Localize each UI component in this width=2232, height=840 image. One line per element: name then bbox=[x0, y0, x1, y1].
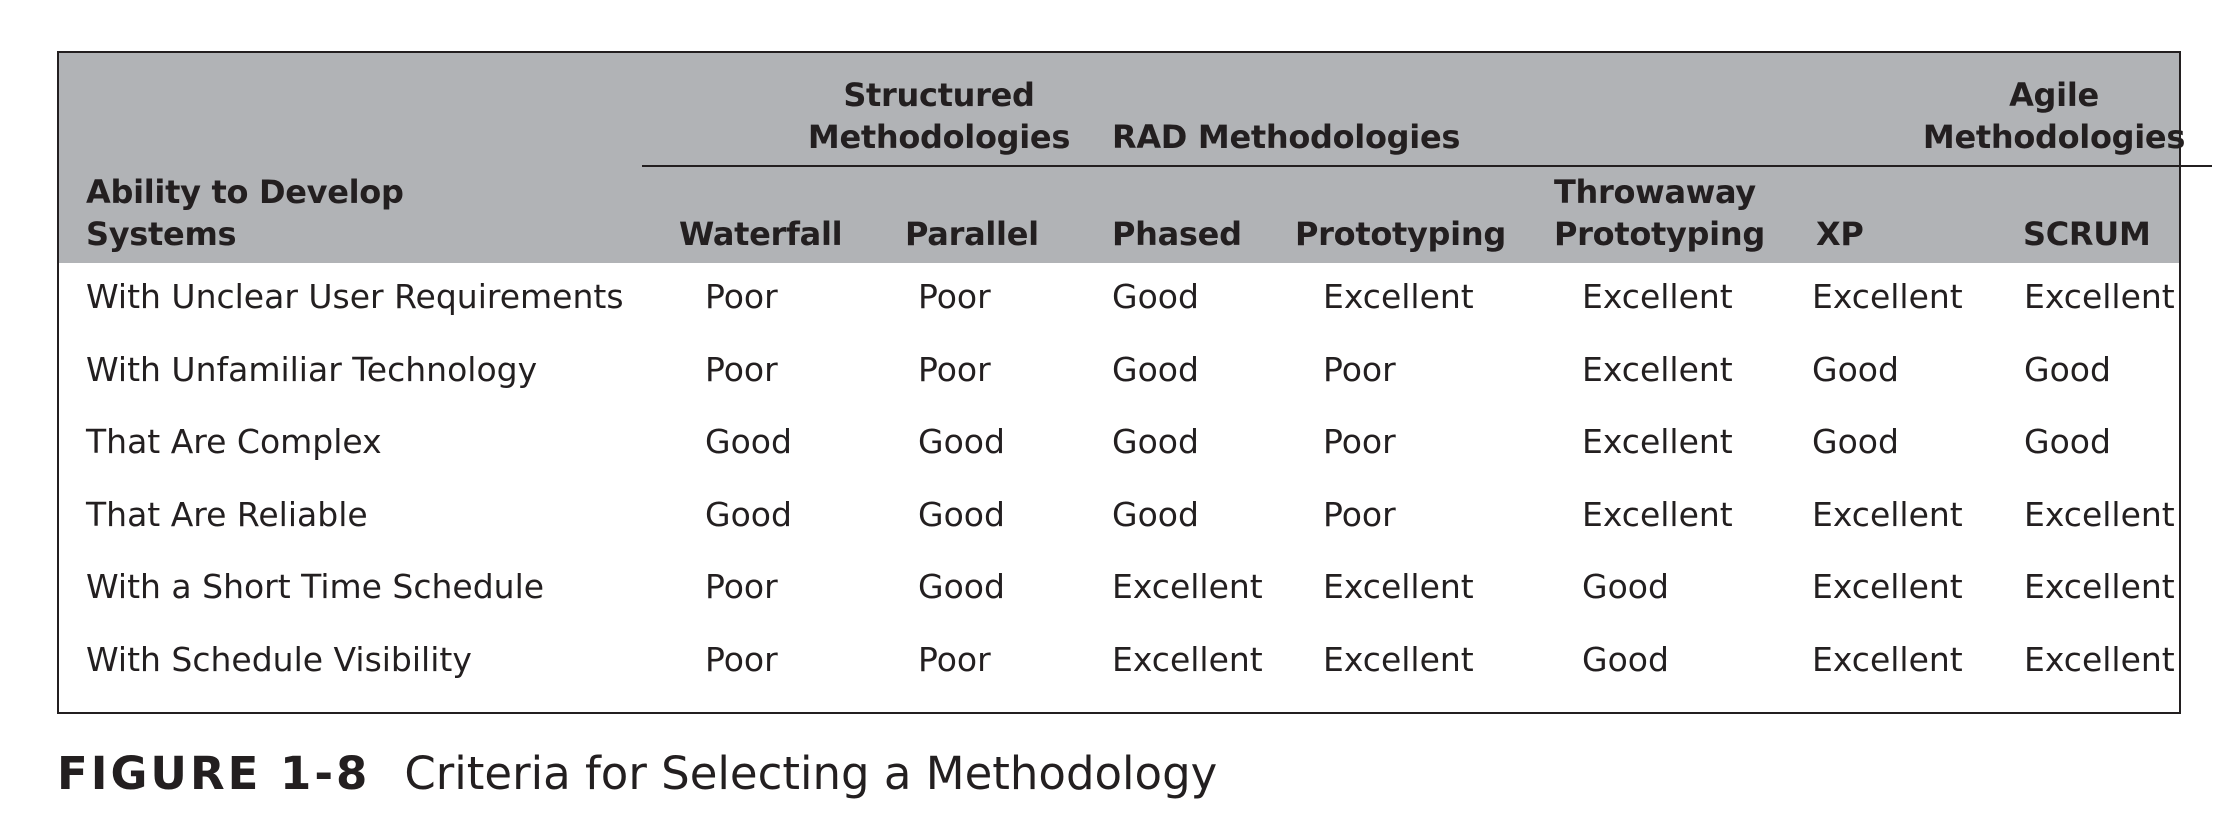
rating-cell: Excellent bbox=[1323, 277, 1474, 316]
row-label: With Unclear User Requirements bbox=[86, 277, 624, 316]
row-label: That Are Complex bbox=[86, 422, 382, 462]
rating-cell: Good bbox=[705, 494, 792, 534]
rating-cell: Poor bbox=[1323, 349, 1396, 389]
methodology-criteria-table: Structured Methodologies RAD Methodologi… bbox=[57, 51, 2212, 714]
row-label: With a Short Time Schedule bbox=[86, 567, 545, 607]
column-header-scrum: SCRUM bbox=[2023, 215, 2151, 253]
rating-cell: Excellent bbox=[1812, 640, 1963, 679]
column-header-phased: Phased bbox=[1112, 215, 1242, 253]
column-header-prototyping: Prototyping bbox=[1295, 215, 1506, 253]
rating-cell: Excellent bbox=[1112, 640, 1263, 679]
rating-cell: Good bbox=[918, 422, 1005, 462]
figure-label: FIGURE 1-8 bbox=[57, 747, 371, 800]
column-header-throwaway-prototyping: Throwaway Prototyping bbox=[1554, 173, 1765, 253]
rating-cell: Good bbox=[1112, 277, 1199, 316]
group-header-rad: RAD Methodologies bbox=[1112, 118, 1461, 156]
rating-cell: Good bbox=[1812, 349, 1899, 389]
group-header-agile: Agile Methodologies bbox=[1922, 76, 2186, 156]
rating-cell: Good bbox=[918, 567, 1005, 607]
rating-cell: Poor bbox=[705, 277, 778, 316]
rating-cell: Good bbox=[1112, 494, 1199, 534]
rating-cell: Poor bbox=[705, 567, 778, 607]
rating-cell: Excellent bbox=[1323, 567, 1474, 607]
table-header-band bbox=[59, 53, 2179, 263]
rating-cell: Excellent bbox=[2024, 640, 2175, 679]
rating-cell: Poor bbox=[918, 277, 991, 316]
rating-cell: Good bbox=[918, 494, 1005, 534]
figure-caption: FIGURE 1-8 Criteria for Selecting a Metho… bbox=[57, 744, 1217, 804]
rating-cell: Excellent bbox=[1812, 277, 1963, 316]
rating-cell: Excellent bbox=[2024, 277, 2175, 316]
rating-cell: Good bbox=[2024, 422, 2111, 462]
rating-cell: Good bbox=[1582, 640, 1669, 679]
rating-cell: Excellent bbox=[1582, 277, 1733, 316]
rating-cell: Excellent bbox=[2024, 494, 2175, 534]
row-label: That Are Reliable bbox=[86, 494, 368, 534]
rating-cell: Excellent bbox=[2024, 567, 2175, 607]
rating-cell: Excellent bbox=[1812, 567, 1963, 607]
column-header-parallel: Parallel bbox=[905, 215, 1039, 253]
group-header-rule bbox=[642, 165, 2212, 167]
row-header-title: Ability to Develop Systems bbox=[86, 173, 404, 253]
rating-cell: Poor bbox=[918, 640, 991, 679]
rating-cell: Poor bbox=[918, 349, 991, 389]
rating-cell: Excellent bbox=[1112, 567, 1263, 607]
rating-cell: Excellent bbox=[1582, 494, 1733, 534]
row-label: With Schedule Visibility bbox=[86, 640, 472, 679]
rating-cell: Excellent bbox=[1812, 494, 1963, 534]
rating-cell: Excellent bbox=[1582, 349, 1733, 389]
rating-cell: Good bbox=[705, 422, 792, 462]
row-label: With Unfamiliar Technology bbox=[86, 349, 538, 389]
rating-cell: Good bbox=[1582, 567, 1669, 607]
figure-title: Criteria for Selecting a Methodology bbox=[404, 747, 1218, 800]
rating-cell: Excellent bbox=[1323, 640, 1474, 679]
rating-cell: Good bbox=[1112, 422, 1199, 462]
rating-cell: Poor bbox=[1323, 494, 1396, 534]
rating-cell: Excellent bbox=[1582, 422, 1733, 462]
rating-cell: Good bbox=[2024, 349, 2111, 389]
rating-cell: Poor bbox=[705, 640, 778, 679]
rating-cell: Poor bbox=[705, 349, 778, 389]
rating-cell: Poor bbox=[1323, 422, 1396, 462]
column-header-waterfall: Waterfall bbox=[679, 215, 843, 253]
column-header-xp: XP bbox=[1816, 215, 1864, 253]
group-header-structured: Structured Methodologies bbox=[807, 76, 1071, 156]
rating-cell: Good bbox=[1112, 349, 1199, 389]
rating-cell: Good bbox=[1812, 422, 1899, 462]
